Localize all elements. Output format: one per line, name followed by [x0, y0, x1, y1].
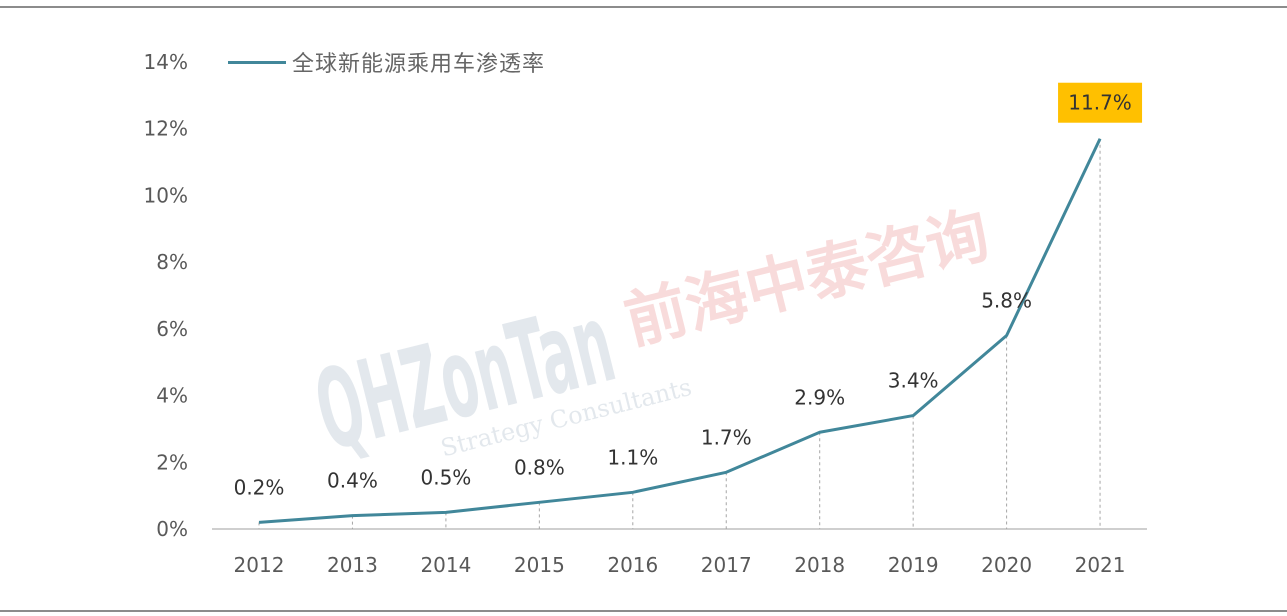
y-tick-label: 8%	[156, 250, 188, 274]
highlight-label-background	[1058, 82, 1143, 123]
data-label: 1.7%	[701, 425, 752, 449]
y-tick-label: 14%	[144, 50, 188, 74]
y-tick-label: 10%	[144, 183, 188, 207]
y-tick-label: 2%	[156, 450, 188, 474]
legend-label: 全球新能源乘用车渗透率	[292, 52, 546, 77]
x-tick-label: 2020	[981, 553, 1032, 577]
x-tick-label: 2018	[794, 553, 845, 577]
data-label: 0.8%	[514, 455, 565, 479]
x-tick-label: 2017	[701, 553, 752, 577]
x-tick-label: 2013	[327, 553, 378, 577]
x-tick-label: 2021	[1075, 553, 1126, 577]
y-tick-label: 4%	[156, 384, 188, 408]
series-line	[258, 138, 1102, 524]
data-label: 1.1%	[607, 445, 658, 469]
data-label: 11.7%	[1068, 91, 1132, 115]
bottom-rule	[0, 610, 1287, 612]
data-label: 5.8%	[981, 289, 1032, 313]
data-label: 3.4%	[888, 369, 939, 393]
data-label: 0.4%	[327, 469, 378, 493]
watermark: QHZonTan Strategy Consultants 前海中泰咨询	[304, 197, 997, 475]
data-label: 0.5%	[420, 465, 471, 489]
watermark-cn: 前海中泰咨询	[617, 197, 996, 358]
data-label: 2.9%	[794, 385, 845, 409]
data-label: 0.2%	[234, 475, 285, 499]
x-tick-label: 2015	[514, 553, 565, 577]
y-tick-label: 6%	[156, 317, 188, 341]
legend-swatch	[228, 60, 286, 64]
top-rule	[0, 6, 1287, 8]
x-tick-label: 2012	[234, 553, 285, 577]
legend: 全球新能源乘用车渗透率	[228, 46, 545, 78]
y-tick-label: 12%	[144, 117, 188, 141]
x-tick-label: 2014	[420, 553, 471, 577]
y-tick-label: 0%	[156, 517, 188, 541]
x-tick-label: 2019	[888, 553, 939, 577]
x-tick-label: 2016	[607, 553, 658, 577]
